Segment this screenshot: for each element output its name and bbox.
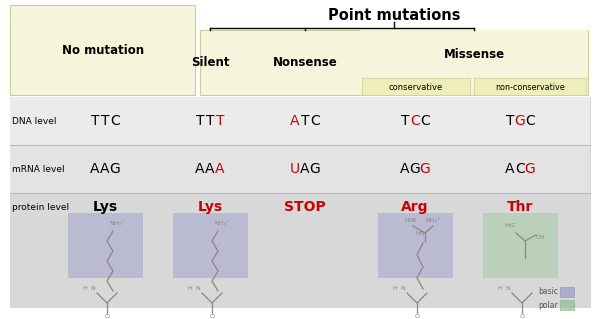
Text: G: G [515,114,526,128]
Text: protein level: protein level [12,203,69,211]
Text: H: H [497,286,502,291]
Text: STOP: STOP [284,200,326,214]
Text: H: H [188,286,193,291]
FancyBboxPatch shape [10,97,590,307]
FancyBboxPatch shape [10,97,590,145]
Text: DNA level: DNA level [12,116,56,125]
Text: A: A [300,162,310,176]
Text: T: T [401,114,409,128]
Text: Missense: Missense [443,48,505,62]
Text: C: C [110,114,120,128]
Text: A: A [290,114,300,128]
Text: G: G [524,162,535,176]
Text: No mutation: No mutation [62,43,144,56]
FancyBboxPatch shape [360,30,588,95]
Text: C: C [525,114,535,128]
Text: conservative: conservative [389,83,443,92]
Text: Arg: Arg [401,200,429,214]
Text: H: H [83,286,88,291]
Text: H₃C: H₃C [504,223,516,228]
Text: O: O [520,315,524,319]
Text: T: T [101,114,109,128]
Text: C: C [310,114,320,128]
Text: non-conservative: non-conservative [495,83,565,92]
Text: Nonsense: Nonsense [272,56,337,70]
Text: T: T [216,114,224,128]
Text: N: N [196,286,200,291]
Text: G: G [110,162,121,176]
Text: A: A [505,162,515,176]
Text: Lys: Lys [197,200,223,214]
Text: basic: basic [538,287,558,296]
Text: A: A [100,162,110,176]
Text: OH: OH [535,235,545,240]
Text: mRNA level: mRNA level [12,165,65,174]
Text: HN: HN [415,231,425,236]
Text: NH₃⁺: NH₃⁺ [214,221,230,226]
Text: T: T [301,114,309,128]
Text: A: A [195,162,205,176]
Text: T: T [206,114,214,128]
FancyBboxPatch shape [67,213,143,278]
FancyBboxPatch shape [10,5,195,95]
FancyBboxPatch shape [474,78,586,95]
FancyBboxPatch shape [377,213,452,278]
Text: C: C [410,114,420,128]
FancyBboxPatch shape [173,213,248,278]
Text: Point mutations: Point mutations [328,8,460,23]
FancyBboxPatch shape [10,145,590,193]
Text: Lys: Lys [92,200,118,214]
Text: N: N [91,286,95,291]
Text: T: T [506,114,514,128]
Text: N: N [506,286,511,291]
FancyBboxPatch shape [10,193,590,307]
Text: NH₂⁺: NH₂⁺ [425,218,440,223]
Text: Silent: Silent [191,56,229,70]
Text: T: T [91,114,99,128]
Text: H₂N: H₂N [404,218,416,223]
Text: polar: polar [538,300,558,309]
Text: C: C [420,114,430,128]
Text: O: O [104,315,110,319]
Text: N: N [401,286,406,291]
Text: Thr: Thr [507,200,533,214]
Text: H: H [392,286,397,291]
FancyBboxPatch shape [200,30,588,95]
Text: T: T [196,114,204,128]
Text: G: G [310,162,320,176]
Text: A: A [90,162,100,176]
Text: G: G [410,162,421,176]
Text: U: U [290,162,300,176]
Text: O: O [209,315,215,319]
FancyBboxPatch shape [362,78,470,95]
FancyBboxPatch shape [560,287,574,297]
Text: A: A [205,162,215,176]
Text: A: A [215,162,225,176]
Text: NH₃⁺: NH₃⁺ [109,221,125,226]
Text: A: A [400,162,410,176]
Text: O: O [415,315,419,319]
Text: C: C [515,162,525,176]
FancyBboxPatch shape [482,213,557,278]
Text: G: G [419,162,430,176]
FancyBboxPatch shape [560,300,574,310]
